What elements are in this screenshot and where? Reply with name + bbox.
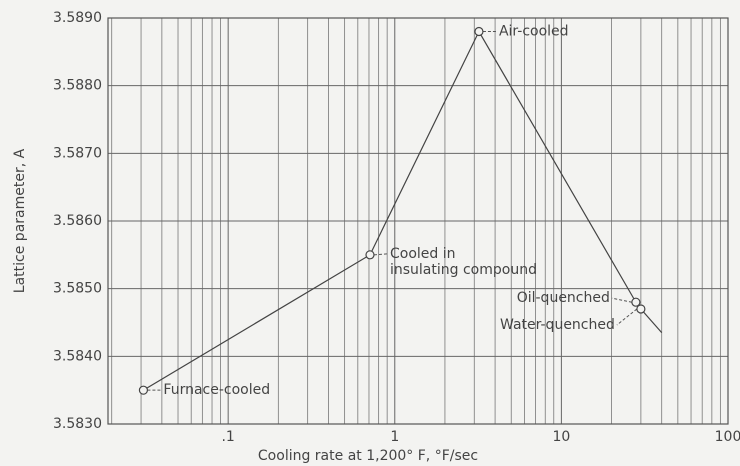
data-point [365,250,375,260]
data-line [143,30,663,391]
data-point [631,297,641,307]
data-point [636,304,646,314]
leader-line [616,308,638,326]
leader-line [611,297,632,303]
x-tick-label: 10 [552,429,570,445]
y-tick-label: 3.5850 [53,281,102,297]
y-tick-label: 3.5880 [53,78,102,94]
point-label: Air-cooled [499,24,569,40]
x-tick-label: 100 [715,429,740,445]
y-tick-label: 3.5860 [53,213,102,229]
y-tick-label: 3.5890 [53,10,102,26]
plot-frame [107,17,729,425]
y-tick-label: 3.5830 [53,416,102,432]
point-label: Furnace-cooled [163,382,270,398]
x-tick-label: .1 [221,429,234,445]
point-label: Cooled in [390,246,456,262]
data-point [138,385,149,395]
data-point [474,26,484,37]
y-tick-label: 3.5870 [53,145,102,161]
point-label: Oil-quenched [517,290,610,306]
y-tick-label: 3.5840 [53,348,102,364]
x-tick-label: 1 [390,429,399,445]
y-axis-label: Lattice parameter, A [12,148,28,293]
x-axis-label: Cooling rate at 1,200° F, °F/sec [258,448,478,464]
point-label: Water-quenched [500,317,615,333]
leader-line [373,253,389,256]
point-label: insulating compound [390,262,537,278]
